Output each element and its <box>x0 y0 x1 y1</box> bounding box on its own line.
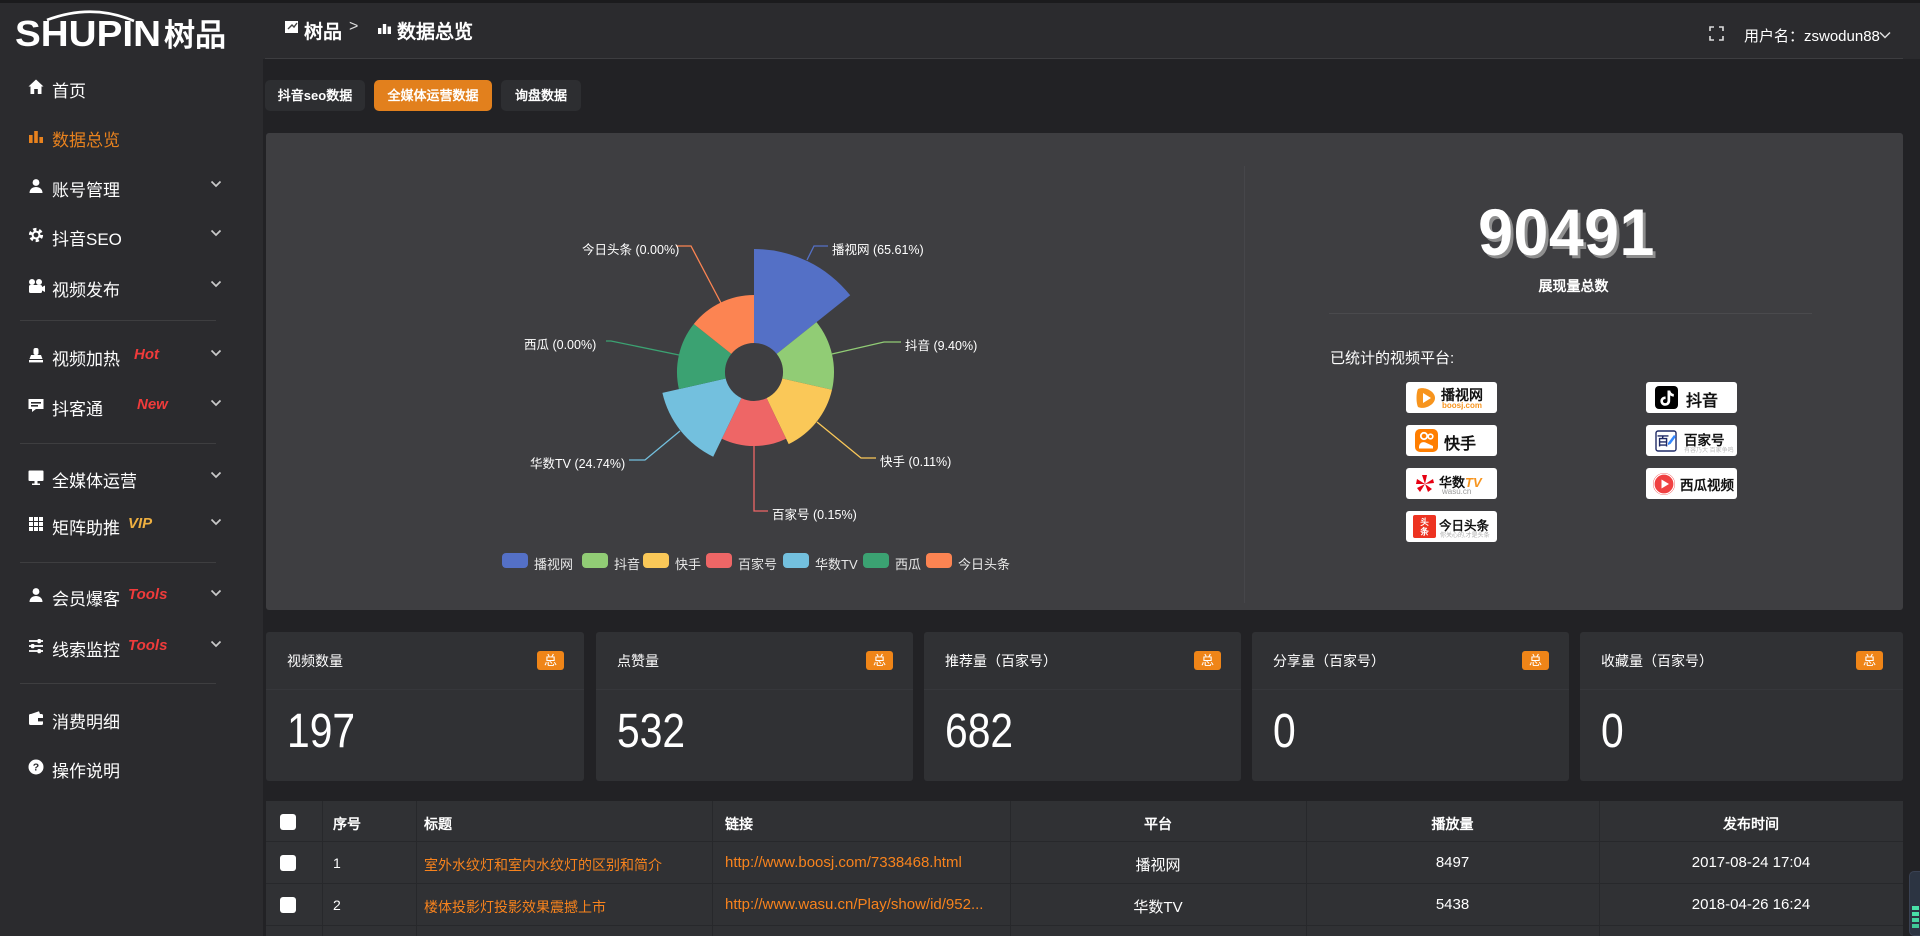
svg-text:百: 百 <box>1657 434 1669 448</box>
svg-text:头: 头 <box>1420 516 1429 527</box>
svg-text:SHUPIN: SHUPIN <box>15 13 161 52</box>
svg-text:条: 条 <box>1419 526 1429 537</box>
svg-text:树品: 树品 <box>164 18 226 52</box>
